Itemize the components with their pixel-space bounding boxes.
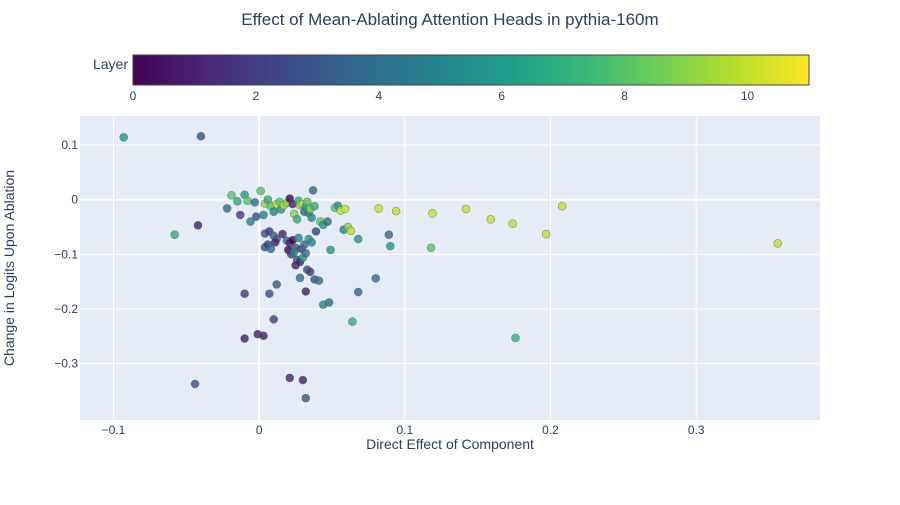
colorbar: Layer 0 2 4 6 8 10 <box>93 54 810 103</box>
y-tick-label: −0.2 <box>54 302 78 316</box>
x-tick-label: 0 <box>256 423 263 437</box>
data-point[interactable] <box>250 198 260 207</box>
data-point[interactable] <box>295 273 305 283</box>
data-point[interactable] <box>318 300 328 309</box>
data-point[interactable] <box>301 248 311 258</box>
data-point[interactable] <box>326 245 335 255</box>
data-point[interactable] <box>307 238 316 247</box>
colorbar-title: Layer <box>93 56 128 72</box>
data-point[interactable] <box>240 289 249 298</box>
data-point[interactable] <box>305 267 315 277</box>
data-point[interactable] <box>557 201 567 211</box>
data-point[interactable] <box>541 229 551 239</box>
data-point[interactable] <box>461 204 471 214</box>
x-axis-ticks: −0.1 0 0.1 0.2 0.3 <box>102 423 705 437</box>
data-point[interactable] <box>508 219 517 229</box>
data-point[interactable] <box>256 186 265 196</box>
data-point[interactable] <box>323 217 332 226</box>
data-point[interactable] <box>385 241 395 251</box>
data-point[interactable] <box>294 233 303 243</box>
data-point[interactable] <box>314 276 324 285</box>
colorbar-tick-label: 6 <box>498 89 505 103</box>
y-axis-label: Change in Logits Upon Ablation <box>1 170 17 366</box>
data-point[interactable] <box>428 209 437 218</box>
data-points <box>119 131 783 403</box>
data-point[interactable] <box>391 206 401 216</box>
grid-lines <box>80 116 820 420</box>
data-point[interactable] <box>269 315 279 324</box>
data-point[interactable] <box>301 393 311 403</box>
data-point[interactable] <box>773 239 783 248</box>
y-tick-label: −0.1 <box>54 247 78 261</box>
colorbar-ticks: 0 2 4 6 8 10 <box>130 89 755 103</box>
data-point[interactable] <box>119 133 129 142</box>
colorbar-tick-label: 8 <box>621 89 628 103</box>
data-point[interactable] <box>243 196 252 206</box>
data-point[interactable] <box>251 212 261 221</box>
data-point[interactable] <box>292 215 302 224</box>
data-point[interactable] <box>311 227 321 236</box>
data-point[interactable] <box>353 234 363 244</box>
data-point[interactable] <box>348 317 357 326</box>
data-point[interactable] <box>340 204 350 214</box>
colorbar-tick-label: 2 <box>253 89 260 103</box>
data-point[interactable] <box>240 334 249 343</box>
data-point[interactable] <box>426 243 436 253</box>
data-point[interactable] <box>222 204 232 213</box>
data-point[interactable] <box>298 375 308 385</box>
colorbar-tick-label: 0 <box>130 89 137 103</box>
data-point[interactable] <box>270 238 280 247</box>
data-point[interactable] <box>266 244 276 254</box>
data-point[interactable] <box>302 197 312 207</box>
colorbar-tick-label: 4 <box>375 89 382 103</box>
data-point[interactable] <box>301 287 311 296</box>
data-point[interactable] <box>235 210 245 220</box>
data-point[interactable] <box>259 210 268 220</box>
data-point[interactable] <box>307 213 316 222</box>
data-point[interactable] <box>346 226 356 236</box>
data-point[interactable] <box>233 196 242 206</box>
data-point[interactable] <box>265 289 274 298</box>
data-point[interactable] <box>289 247 299 257</box>
x-axis-label: Direct Effect of Component <box>366 436 534 452</box>
data-point[interactable] <box>374 204 383 213</box>
plot-area <box>80 116 820 420</box>
colorbar-gradient <box>132 54 810 86</box>
data-point[interactable] <box>511 333 520 343</box>
x-tick-label: 0.1 <box>396 423 413 437</box>
data-point[interactable] <box>308 186 318 195</box>
data-point[interactable] <box>384 230 394 239</box>
data-point[interactable] <box>486 215 496 224</box>
data-point[interactable] <box>227 190 236 200</box>
data-point[interactable] <box>259 331 268 341</box>
data-point[interactable] <box>291 260 300 270</box>
colorbar-tick-label: 10 <box>741 89 755 103</box>
chart-title: Effect of Mean-Ablating Attention Heads … <box>241 10 658 29</box>
x-tick-label: 0.2 <box>542 423 559 437</box>
data-point[interactable] <box>278 229 287 239</box>
y-tick-label: 0.1 <box>61 138 78 152</box>
data-point[interactable] <box>246 217 255 226</box>
data-point[interactable] <box>285 373 295 383</box>
data-point[interactable] <box>353 287 363 297</box>
y-axis-ticks: 0.1 0 −0.1 −0.2 −0.3 <box>54 138 78 371</box>
data-point[interactable] <box>193 221 203 230</box>
data-point[interactable] <box>170 230 179 239</box>
data-point[interactable] <box>310 201 319 211</box>
data-point[interactable] <box>269 207 279 216</box>
data-point[interactable] <box>272 280 281 289</box>
x-tick-label: 0.3 <box>688 423 705 437</box>
y-tick-label: −0.3 <box>54 357 78 371</box>
data-point[interactable] <box>196 131 206 141</box>
x-tick-label: −0.1 <box>102 423 126 437</box>
data-point[interactable] <box>371 274 381 283</box>
data-point[interactable] <box>190 379 200 389</box>
y-tick-label: 0 <box>71 193 78 207</box>
